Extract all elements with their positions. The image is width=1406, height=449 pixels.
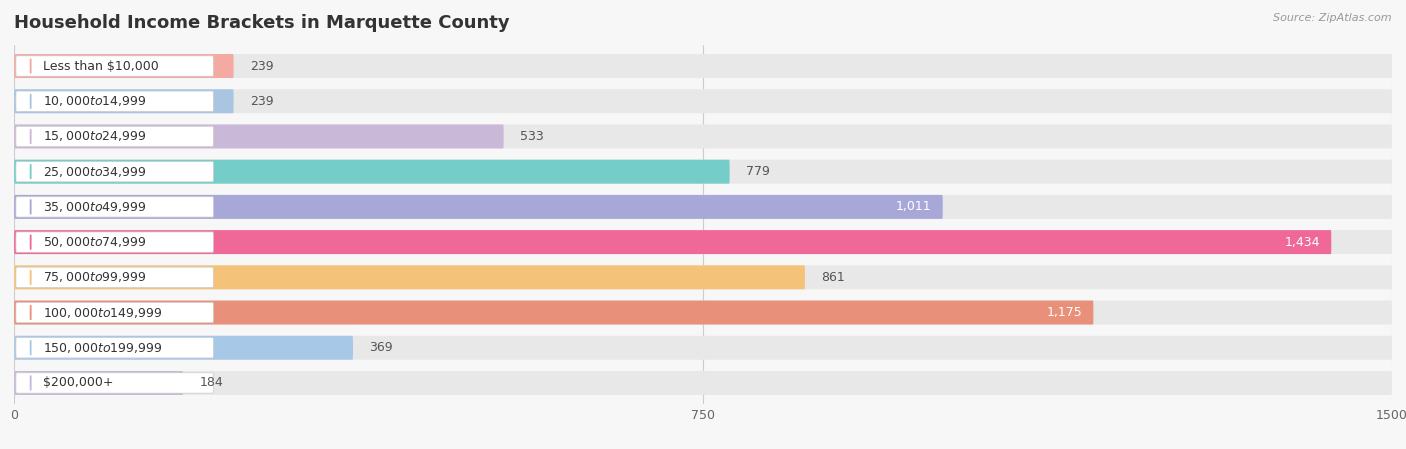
FancyBboxPatch shape bbox=[15, 197, 214, 217]
Text: $50,000 to $74,999: $50,000 to $74,999 bbox=[44, 235, 148, 249]
FancyBboxPatch shape bbox=[14, 195, 1392, 219]
FancyBboxPatch shape bbox=[14, 336, 1392, 360]
FancyBboxPatch shape bbox=[14, 336, 353, 360]
Text: 239: 239 bbox=[250, 95, 274, 108]
FancyBboxPatch shape bbox=[14, 265, 806, 289]
FancyBboxPatch shape bbox=[15, 162, 214, 182]
Text: 779: 779 bbox=[747, 165, 770, 178]
FancyBboxPatch shape bbox=[14, 160, 1392, 184]
Text: 239: 239 bbox=[250, 60, 274, 73]
FancyBboxPatch shape bbox=[15, 338, 214, 358]
Text: $100,000 to $149,999: $100,000 to $149,999 bbox=[44, 305, 163, 320]
Text: $75,000 to $99,999: $75,000 to $99,999 bbox=[44, 270, 148, 284]
Text: Source: ZipAtlas.com: Source: ZipAtlas.com bbox=[1274, 13, 1392, 23]
Text: Less than $10,000: Less than $10,000 bbox=[44, 60, 159, 73]
FancyBboxPatch shape bbox=[15, 126, 214, 147]
FancyBboxPatch shape bbox=[14, 89, 1392, 113]
Text: Household Income Brackets in Marquette County: Household Income Brackets in Marquette C… bbox=[14, 14, 510, 32]
FancyBboxPatch shape bbox=[14, 371, 183, 395]
Text: 1,175: 1,175 bbox=[1046, 306, 1083, 319]
FancyBboxPatch shape bbox=[15, 373, 214, 393]
Text: 1,011: 1,011 bbox=[896, 200, 932, 213]
FancyBboxPatch shape bbox=[14, 54, 233, 78]
FancyBboxPatch shape bbox=[14, 195, 943, 219]
Text: 1,434: 1,434 bbox=[1285, 236, 1320, 249]
Text: 533: 533 bbox=[520, 130, 544, 143]
Text: $200,000+: $200,000+ bbox=[44, 376, 114, 389]
Text: $15,000 to $24,999: $15,000 to $24,999 bbox=[44, 129, 148, 144]
FancyBboxPatch shape bbox=[15, 232, 214, 252]
Text: 369: 369 bbox=[370, 341, 394, 354]
FancyBboxPatch shape bbox=[14, 54, 1392, 78]
FancyBboxPatch shape bbox=[14, 300, 1392, 325]
FancyBboxPatch shape bbox=[14, 160, 730, 184]
FancyBboxPatch shape bbox=[14, 230, 1392, 254]
Text: 861: 861 bbox=[821, 271, 845, 284]
FancyBboxPatch shape bbox=[14, 265, 1392, 289]
FancyBboxPatch shape bbox=[14, 89, 233, 113]
Text: $10,000 to $14,999: $10,000 to $14,999 bbox=[44, 94, 148, 108]
FancyBboxPatch shape bbox=[15, 56, 214, 76]
Text: $35,000 to $49,999: $35,000 to $49,999 bbox=[44, 200, 148, 214]
FancyBboxPatch shape bbox=[14, 300, 1094, 325]
Text: $150,000 to $199,999: $150,000 to $199,999 bbox=[44, 341, 163, 355]
FancyBboxPatch shape bbox=[14, 124, 503, 149]
FancyBboxPatch shape bbox=[15, 267, 214, 287]
FancyBboxPatch shape bbox=[15, 91, 214, 111]
FancyBboxPatch shape bbox=[14, 124, 1392, 149]
FancyBboxPatch shape bbox=[15, 302, 214, 323]
Text: $25,000 to $34,999: $25,000 to $34,999 bbox=[44, 165, 148, 179]
Text: 184: 184 bbox=[200, 376, 224, 389]
FancyBboxPatch shape bbox=[14, 230, 1331, 254]
FancyBboxPatch shape bbox=[14, 371, 1392, 395]
